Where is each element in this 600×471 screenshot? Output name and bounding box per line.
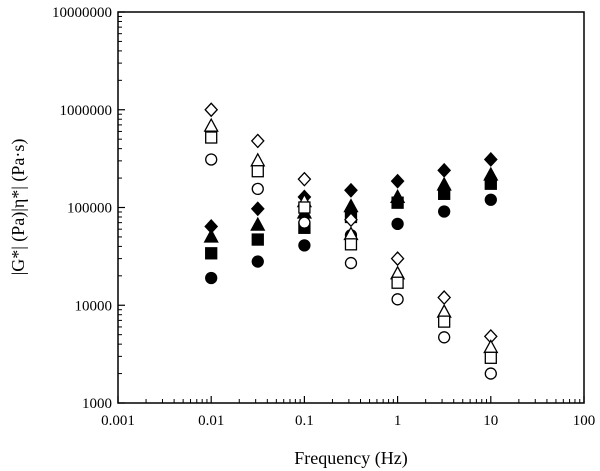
y-tick-label: 10000: [75, 298, 113, 314]
data-point-open-diamond: [297, 171, 312, 187]
data-point-open-circle: [298, 216, 311, 229]
data-point-open-square: [438, 315, 451, 328]
data-point-open-circle: [438, 331, 451, 344]
data-point-open-triangle: [203, 117, 219, 132]
data-point-open-circle: [344, 256, 358, 270]
y-tick-label: 1000: [82, 396, 112, 412]
data-point-open-circle: [484, 367, 497, 380]
data-point-open-square: [484, 351, 497, 364]
data-point-open-square: [298, 201, 311, 214]
y-tick-label: 1000000: [60, 103, 113, 119]
data-point-open-circle: [251, 182, 264, 196]
data-point-filled-diamond: [437, 162, 452, 178]
data-point-open-circle: [205, 153, 218, 166]
data-point-filled-diamond: [483, 152, 498, 167]
data-point-filled-square: [205, 247, 218, 260]
data-point-open-square: [344, 238, 358, 251]
data-point-filled-diamond: [250, 201, 265, 217]
x-tick-label: 10: [483, 413, 498, 429]
y-tick-label: 10000000: [52, 5, 112, 21]
data-point-filled-circle: [438, 205, 451, 218]
data-point-filled-triangle: [203, 228, 219, 243]
data-point-open-square: [251, 165, 264, 178]
data-point-filled-triangle: [250, 216, 266, 231]
x-tick-label: 0.001: [101, 413, 135, 429]
data-point-filled-diamond: [344, 182, 358, 198]
data-point-filled-circle: [391, 217, 404, 231]
data-point-filled-circle: [298, 239, 311, 252]
data-point-open-diamond: [250, 133, 265, 149]
data-point-open-triangle: [436, 303, 452, 318]
data-point-filled-circle: [251, 255, 264, 268]
data-point-open-square: [391, 276, 404, 289]
data-point-filled-square: [251, 233, 264, 246]
x-tick-label: 100: [573, 413, 596, 429]
data-point-filled-circle: [205, 271, 218, 285]
data-point-open-circle: [391, 293, 404, 306]
data-point-open-diamond: [437, 290, 452, 305]
data-point-filled-triangle: [343, 198, 359, 213]
x-axis-title: Frequency (Hz): [294, 448, 407, 469]
data-point-open-triangle: [250, 152, 266, 167]
data-point-open-triangle: [483, 339, 499, 354]
data-point-filled-square: [438, 187, 451, 200]
data-point-filled-circle: [484, 193, 497, 206]
data-point-open-square: [205, 131, 218, 144]
x-tick-label: 0.01: [198, 413, 224, 429]
data-point-filled-square: [391, 196, 404, 209]
data-point-open-diamond: [390, 251, 405, 267]
x-tick-label: 0.1: [295, 413, 314, 429]
data-point-filled-square: [484, 177, 497, 190]
x-tick-label: 1: [394, 413, 402, 429]
data-point-open-diamond: [204, 102, 219, 118]
y-tick-label: 100000: [67, 201, 112, 217]
data-point-filled-diamond: [390, 173, 405, 189]
y-axis-title: |G*| (Pa)|η*| (Pa·s): [8, 139, 29, 276]
